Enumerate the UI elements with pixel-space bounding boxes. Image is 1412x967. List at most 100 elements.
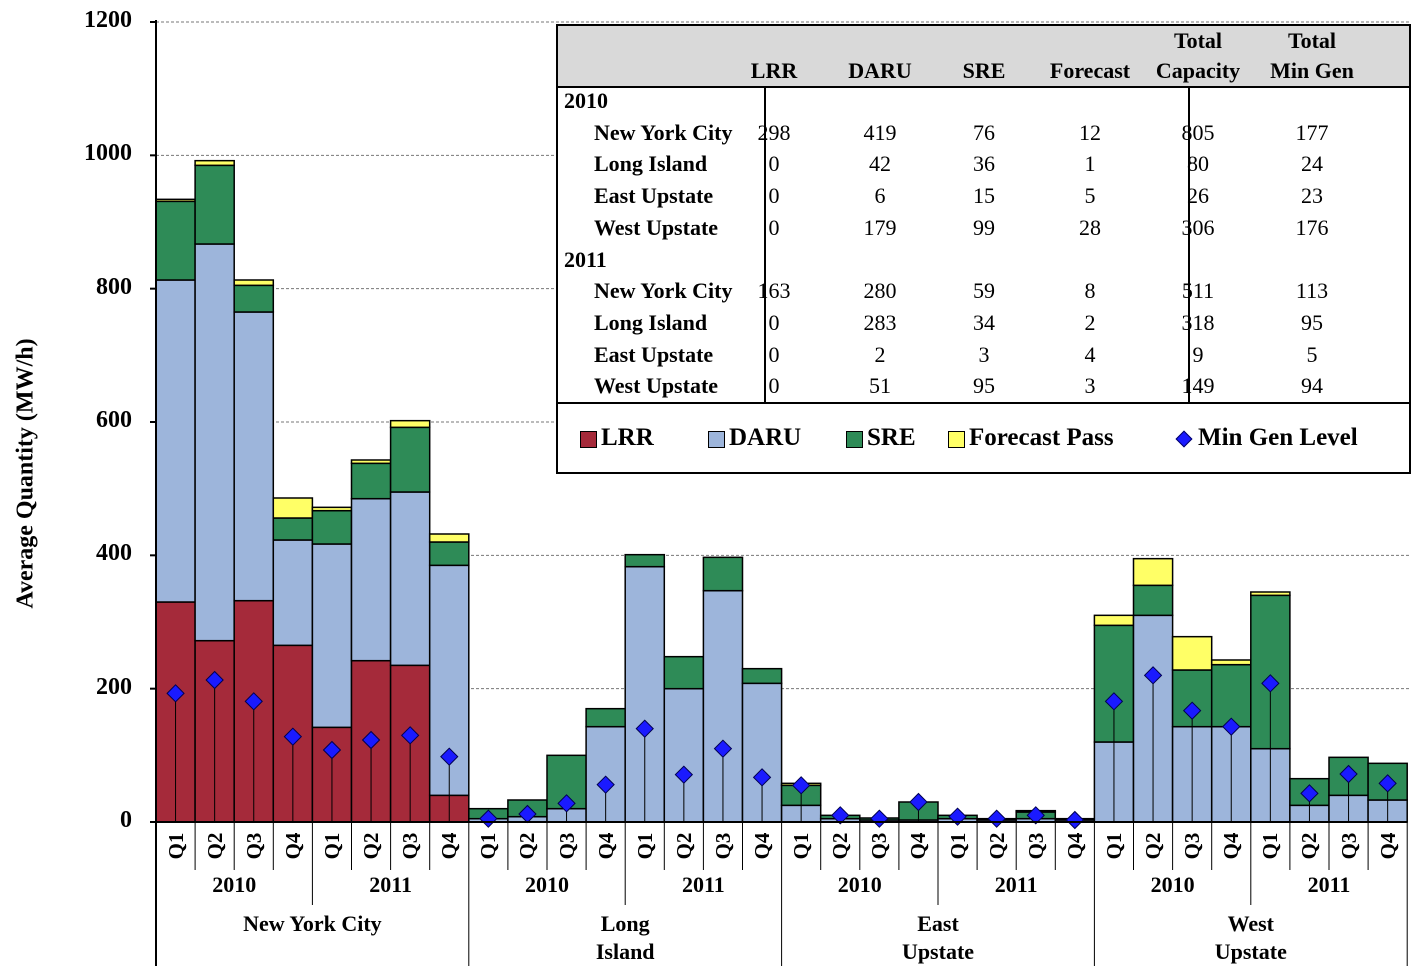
bar-segment-daru [155, 279, 196, 603]
table-cell: 12 [1079, 119, 1101, 145]
table-cell: 177 [1295, 119, 1329, 145]
table-cell: 95 [973, 373, 995, 399]
table-cell: 9 [1192, 341, 1204, 367]
min-gen-point [440, 747, 459, 766]
x-tick-label: Q1 [945, 832, 970, 860]
group-label: East Upstate [782, 910, 1095, 966]
table-cell: 280 [863, 278, 897, 304]
min-gen-point [948, 807, 967, 826]
table-cell: 76 [973, 119, 995, 145]
bar-segment-forecast-pass [1210, 659, 1252, 666]
x-tick-label: Q1 [789, 832, 814, 860]
min-gen-point [1378, 774, 1397, 793]
min-gen-point [1143, 666, 1163, 685]
table-section-year: 2011 [564, 246, 607, 272]
x-tick-label: Q3 [710, 832, 735, 860]
min-gen-point [713, 739, 733, 758]
table-column-header-line: Total [1173, 28, 1223, 53]
min-gen-point [1026, 806, 1045, 825]
bar-segment-sre [663, 655, 705, 690]
table-row-name: Long Island [594, 309, 708, 335]
table-cell: 51 [869, 373, 891, 399]
bar-segment-daru [194, 243, 235, 642]
bar-segment-forecast-pass [155, 198, 196, 203]
legend-label: Min Gen Level [1198, 424, 1358, 451]
year-label: 2010 [524, 872, 569, 897]
table-cell: 6 [874, 183, 886, 209]
y-tick-label: 800 [96, 273, 132, 300]
bar-segment-forecast-pass [1132, 557, 1174, 587]
group-label-line: East [917, 911, 959, 936]
x-tick-label: Q4 [1375, 832, 1400, 860]
x-tick-label: Q4 [1062, 832, 1087, 860]
group-label-line: Island [595, 939, 655, 964]
group-label-line: Upstate [1214, 939, 1287, 964]
x-tick-label: Q3 [398, 832, 423, 860]
x-tick-label: Q1 [632, 832, 657, 860]
x-tick-label: Q1 [1258, 832, 1283, 860]
table-divider [764, 86, 766, 402]
table-column-header: Total Min Gen [1262, 26, 1362, 86]
bar-segment-sre [702, 556, 744, 592]
table-column-header-line: LRR [750, 58, 798, 83]
bar-segment-sre [1132, 584, 1174, 617]
table-row-name: New York City [594, 119, 733, 145]
legend-marker-diamond [1175, 430, 1193, 448]
table-cell: 5 [1084, 183, 1096, 209]
legend-item: Min Gen Level [1175, 424, 1358, 452]
x-tick-label: Q2 [1141, 832, 1166, 860]
min-gen-point [831, 806, 850, 825]
table-column-header: SRE [939, 56, 1029, 86]
legend-item: SRE [846, 424, 916, 452]
table-cell: 5 [1306, 341, 1318, 367]
x-tick-label: Q2 [359, 832, 384, 860]
table-cell: 95 [1301, 309, 1323, 335]
table-row-name: New York City [594, 278, 733, 304]
min-gen-point [1222, 717, 1241, 736]
min-gen-point [322, 740, 342, 760]
group-label-line: West [1227, 911, 1275, 936]
min-gen-point [791, 776, 811, 795]
table-row-name: East Upstate [594, 183, 714, 209]
table-cell: 99 [973, 214, 995, 240]
table-section-year: 2010 [564, 88, 608, 113]
bar-segment-daru [272, 539, 314, 647]
table-cell: 176 [1295, 214, 1329, 240]
y-tick-label: 200 [96, 673, 132, 700]
x-tick-label: Q2 [202, 832, 227, 860]
x-tick-label: Q1 [319, 832, 344, 860]
bar-segment-daru [663, 687, 705, 823]
min-gen-point [987, 809, 1006, 828]
x-tick-label: Q3 [1336, 832, 1361, 860]
table-cell: 149 [1181, 373, 1215, 399]
table-cell: 318 [1181, 309, 1215, 335]
min-gen-point [1300, 784, 1319, 803]
legend-swatch [580, 430, 597, 448]
legend-label: Forecast Pass [969, 424, 1114, 451]
table-cell: 0 [768, 183, 780, 209]
bar-segment-daru [389, 491, 431, 667]
min-gen-point [909, 792, 928, 812]
x-tick-label: Q1 [163, 832, 188, 860]
table-cell: 15 [973, 183, 995, 209]
bar-segment-sre [741, 667, 783, 685]
x-tick-label: Q1 [476, 832, 501, 860]
bar-segment-sre [233, 284, 275, 313]
x-tick-label: Q2 [671, 832, 696, 860]
x-tick-label: Q1 [1101, 832, 1126, 860]
min-gen-point [518, 804, 537, 824]
bar-segment-forecast-pass [389, 419, 431, 429]
table-cell: 28 [1079, 214, 1101, 240]
group-label: New York City [156, 910, 469, 938]
bar-segment-sre [311, 509, 353, 545]
table-cell: 113 [1295, 278, 1329, 304]
x-tick-label: Q4 [1219, 832, 1244, 860]
year-label: 2010 [212, 872, 257, 897]
table-column-header: DARU [835, 56, 925, 86]
min-gen-point [1261, 674, 1280, 693]
table-column-header-line: Capacity [1155, 58, 1241, 83]
table-cell: 283 [863, 309, 897, 335]
table-cell: 511 [1181, 278, 1215, 304]
bar-segment-forecast-pass [1250, 591, 1291, 597]
min-gen-point [1104, 692, 1124, 711]
